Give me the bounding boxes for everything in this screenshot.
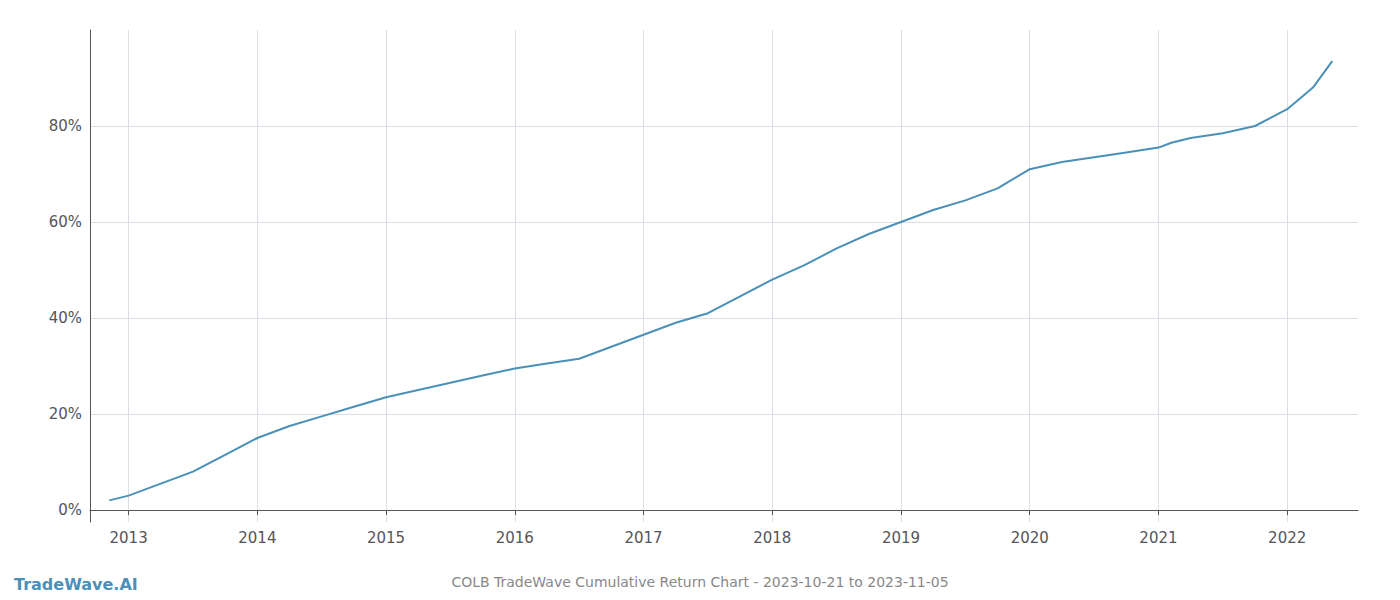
svg-text:2015: 2015 xyxy=(367,529,405,547)
svg-text:80%: 80% xyxy=(49,117,82,135)
svg-text:2017: 2017 xyxy=(624,529,662,547)
svg-text:2018: 2018 xyxy=(753,529,791,547)
svg-text:20%: 20% xyxy=(49,405,82,423)
svg-text:TradeWave.AI: TradeWave.AI xyxy=(14,575,138,594)
svg-text:0%: 0% xyxy=(58,501,82,519)
svg-text:COLB TradeWave Cumulative Retu: COLB TradeWave Cumulative Return Chart -… xyxy=(451,574,948,590)
svg-text:60%: 60% xyxy=(49,213,82,231)
svg-text:2020: 2020 xyxy=(1011,529,1049,547)
svg-text:40%: 40% xyxy=(49,309,82,327)
svg-text:2016: 2016 xyxy=(496,529,534,547)
svg-text:2021: 2021 xyxy=(1139,529,1177,547)
svg-text:2014: 2014 xyxy=(238,529,276,547)
svg-text:2019: 2019 xyxy=(882,529,920,547)
svg-text:2013: 2013 xyxy=(110,529,148,547)
svg-text:2022: 2022 xyxy=(1268,529,1306,547)
